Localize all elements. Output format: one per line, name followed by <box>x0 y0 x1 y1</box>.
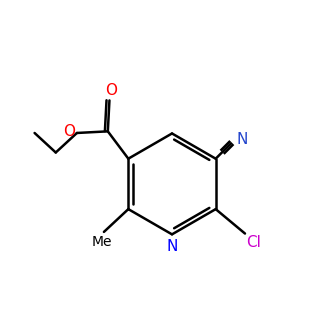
Text: Me: Me <box>92 235 113 249</box>
Text: N: N <box>237 132 248 147</box>
Text: Cl: Cl <box>247 235 261 250</box>
Text: N: N <box>166 239 178 254</box>
Text: O: O <box>105 83 117 98</box>
Text: O: O <box>63 124 75 139</box>
